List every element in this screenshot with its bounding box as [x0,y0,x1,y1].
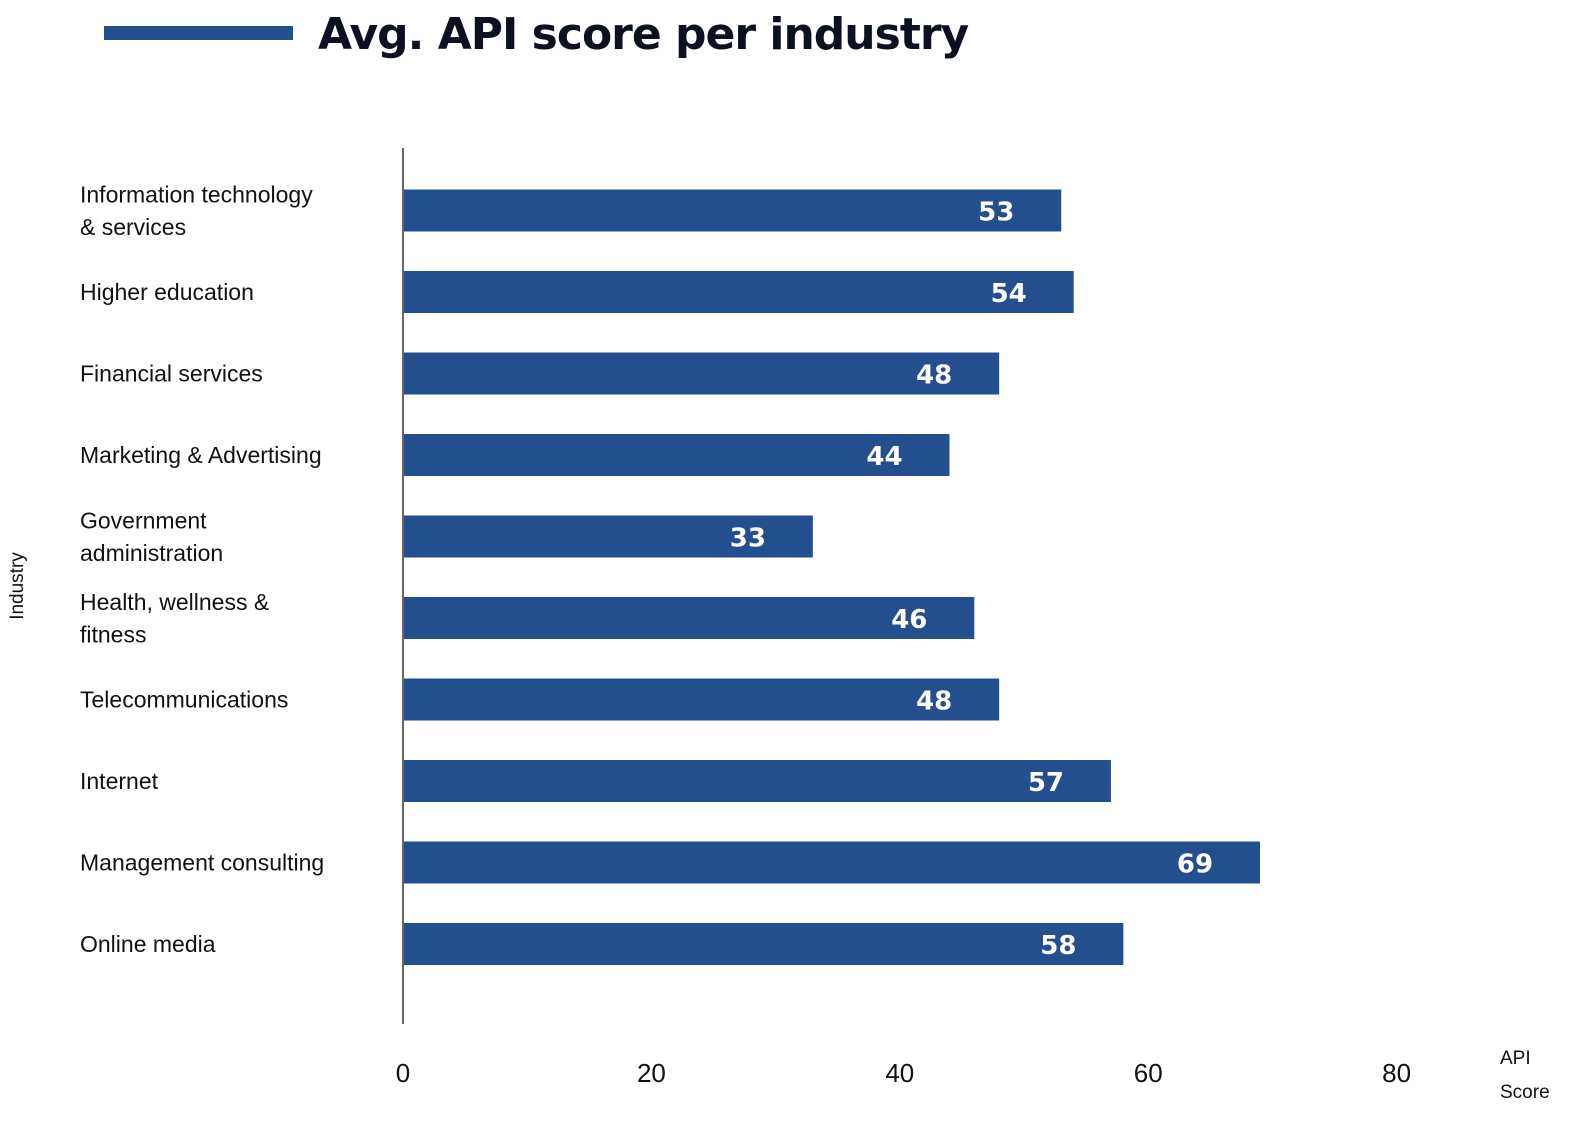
y-axis-title: Industry [7,552,28,620]
bar [404,760,1111,802]
x-tick-label: 20 [637,1058,666,1088]
bar-value-label: 48 [916,361,952,391]
x-tick-labels: 0 20 40 60 80 [396,1058,1411,1088]
bar-value-label: 57 [1028,768,1064,798]
category-label: Online media [80,931,216,957]
x-axis-title: API Score [1500,1048,1550,1103]
bar-value-label: 44 [866,442,902,472]
category-label: administration [80,540,223,566]
x-tick-label: 60 [1134,1058,1163,1088]
bar-value-label: 48 [916,687,952,717]
category-label: Internet [80,768,159,794]
bar-value-label: 58 [1040,931,1076,961]
x-tick-label: 80 [1382,1058,1411,1088]
bar [404,597,975,639]
bar [404,678,1000,721]
category-labels: Information technology & services Higher e… [80,181,324,957]
bar-value-label: 69 [1177,850,1213,880]
category-label: fitness [80,621,146,647]
bar [404,434,950,476]
category-label: Higher education [80,279,254,305]
category-label: Government [80,507,207,533]
bar-value-label: 33 [730,524,766,554]
x-tick-label: 0 [396,1058,410,1088]
bars-layer: 53 54 48 44 33 46 48 57 69 58 [404,189,1260,965]
category-label: Marketing & Advertising [80,442,322,468]
bar [404,189,1062,232]
category-label: Health, wellness & [80,589,269,615]
category-label: Telecommunications [80,687,288,713]
bar-value-label: 46 [891,605,927,635]
bar [404,515,813,558]
category-label: Information technology [80,181,313,207]
title-accent-bar [104,26,293,40]
category-label: Management consulting [80,850,324,876]
bar-value-label: 54 [991,279,1027,309]
category-label: Financial services [80,361,263,387]
bar-value-label: 53 [978,198,1014,228]
bar [404,271,1074,313]
x-tick-label: 40 [885,1058,914,1088]
category-label: & services [80,214,186,240]
chart-title: Avg. API score per industry [318,9,969,60]
bar [404,352,1000,395]
bar [404,923,1124,965]
bar [404,841,1260,884]
